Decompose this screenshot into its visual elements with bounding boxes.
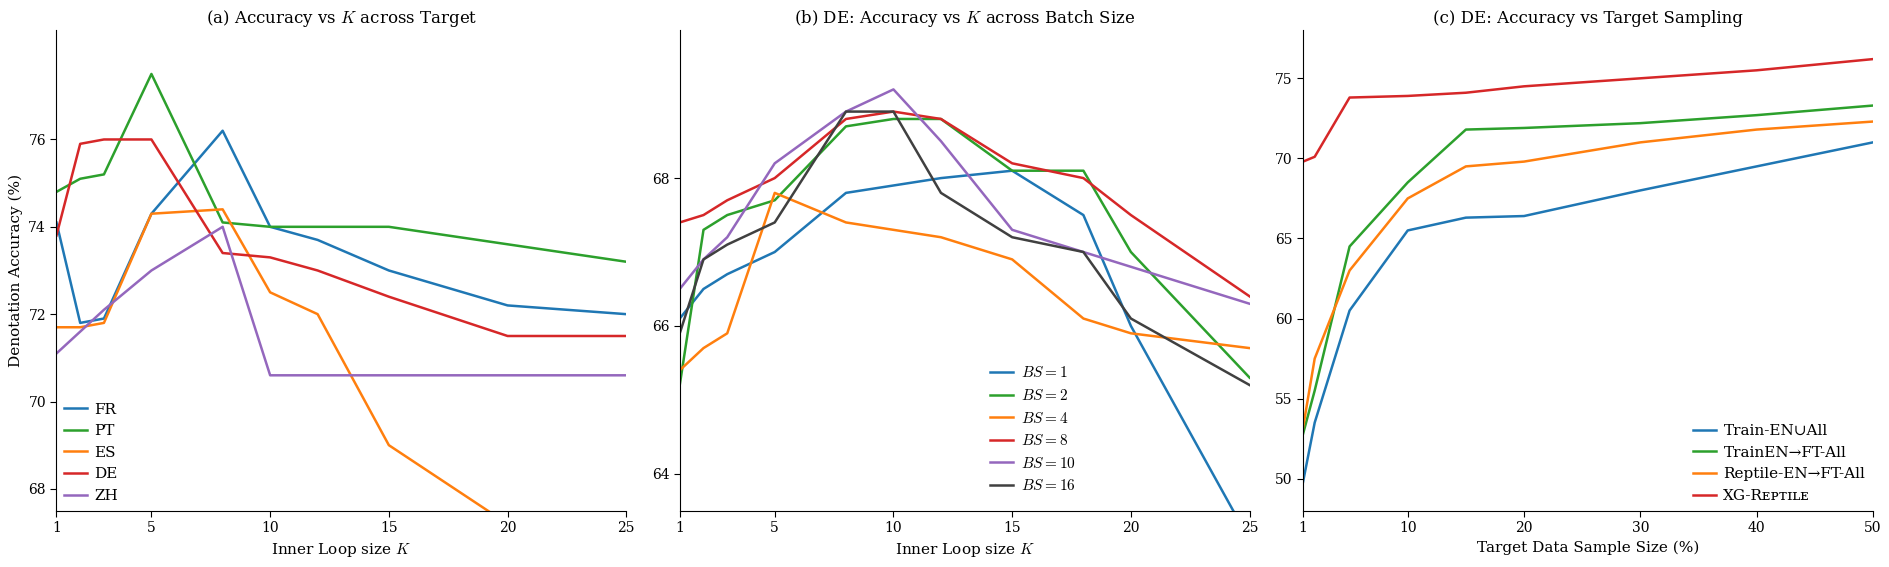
Title: (a) Accuracy vs $K$ across Target: (a) Accuracy vs $K$ across Target [206,9,476,29]
X-axis label: Target Data Sample Size (%): Target Data Sample Size (%) [1475,541,1698,555]
Title: (c) DE: Accuracy vs Target Sampling: (c) DE: Accuracy vs Target Sampling [1432,10,1742,27]
Legend: $BS = 1$, $BS = 2$, $BS = 4$, $BS = 8$, $BS = 10$, $BS = 16$: $BS = 1$, $BS = 2$, $BS = 4$, $BS = 8$, … [990,365,1075,493]
Y-axis label: Denotation Accuracy (%): Denotation Accuracy (%) [8,174,23,367]
Legend: FR, PT, ES, DE, ZH: FR, PT, ES, DE, ZH [64,403,119,503]
X-axis label: Inner Loop size $K$: Inner Loop size $K$ [893,541,1033,558]
X-axis label: Inner Loop size $K$: Inner Loop size $K$ [272,541,412,558]
Title: (b) DE: Accuracy vs $K$ across Batch Size: (b) DE: Accuracy vs $K$ across Batch Siz… [793,9,1135,29]
Legend: Train-EN∪All, TrainEN→FT-All, Reptile-EN→FT-All, XG-Rᴇᴘᴛɪʟᴇ: Train-EN∪All, TrainEN→FT-All, Reptile-EN… [1693,424,1864,503]
